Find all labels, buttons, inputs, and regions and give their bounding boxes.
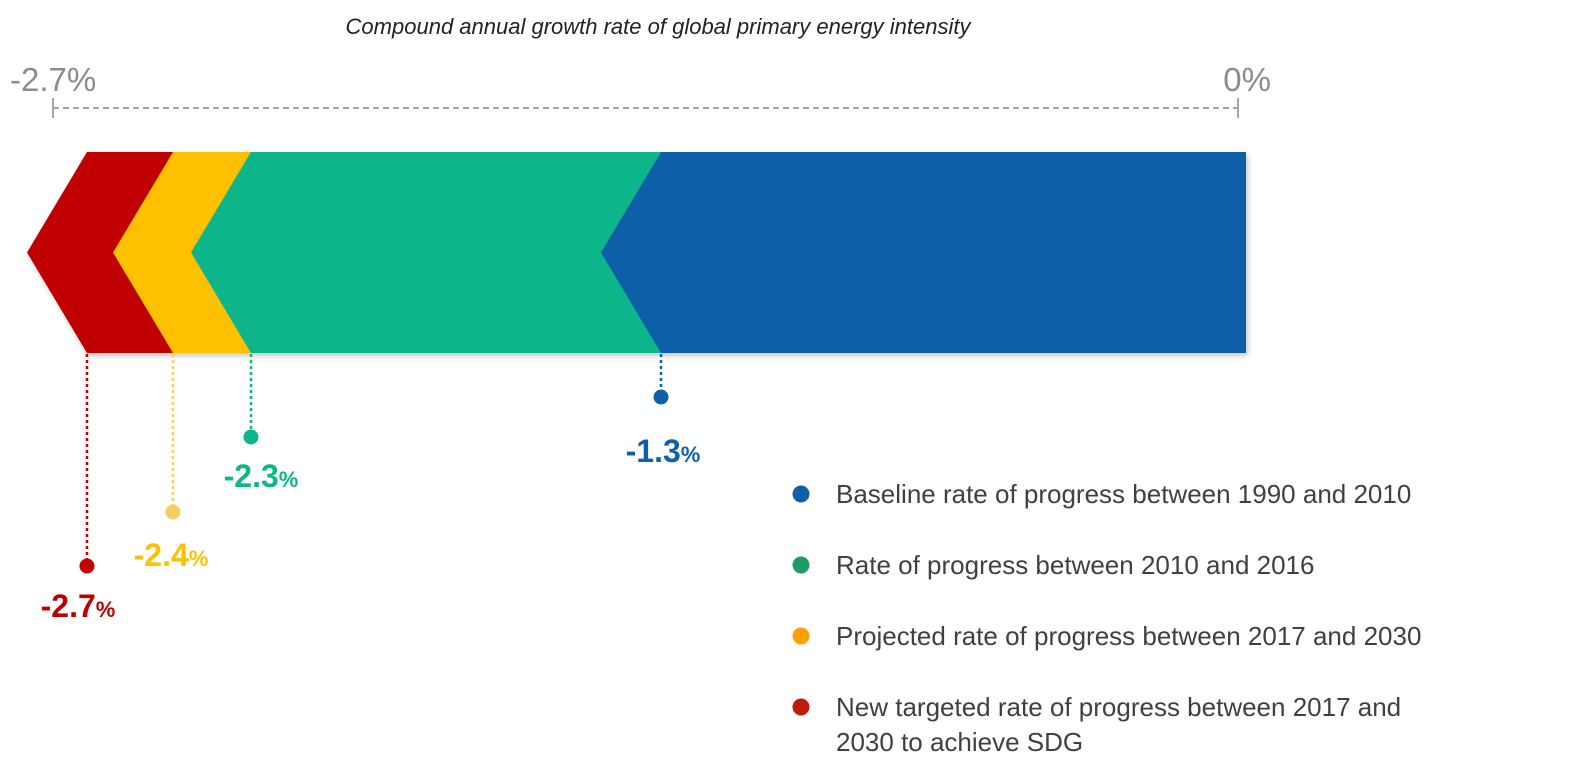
value-label-4: -2.7%	[41, 588, 116, 624]
legend-label-line: New targeted rate of progress between 20…	[836, 692, 1401, 722]
chart-title: Compound annual growth rate of global pr…	[346, 14, 973, 39]
axis-scale	[52, 98, 1239, 118]
value-number: -2.4	[134, 537, 189, 573]
value-label-2: -2.3%	[224, 458, 299, 494]
legend-item-3: Projected rate of progress between 2017 …	[792, 621, 1421, 651]
value-unit: %	[279, 467, 299, 492]
legend-label: New targeted rate of progress between 20…	[836, 692, 1401, 757]
chevron-bar-group	[27, 152, 1246, 353]
legend-label: Rate of progress between 2010 and 2016	[836, 550, 1314, 580]
value-number: -2.7	[41, 588, 96, 624]
legend-item-1: Baseline rate of progress between 1990 a…	[792, 479, 1411, 509]
marker-dot-3	[165, 504, 181, 520]
marker-dot-2	[243, 429, 259, 445]
legend-label: Projected rate of progress between 2017 …	[836, 621, 1421, 651]
chevron-segment-1	[601, 152, 1246, 353]
marker-dot-1	[653, 389, 669, 405]
value-number: -1.3	[626, 433, 681, 469]
legend-item-2: Rate of progress between 2010 and 2016	[792, 550, 1314, 580]
axis-min-label: -2.7%	[10, 61, 96, 98]
legend-marker	[792, 556, 810, 574]
legend: Baseline rate of progress between 1990 a…	[792, 479, 1421, 757]
value-label-3: -2.4%	[134, 537, 209, 573]
marker-dot-4	[79, 558, 95, 574]
value-unit: %	[96, 597, 116, 622]
legend-label: Baseline rate of progress between 1990 a…	[836, 479, 1411, 509]
value-label-1: -1.3%	[626, 433, 701, 469]
legend-label-line: Rate of progress between 2010 and 2016	[836, 550, 1314, 580]
value-markers: -1.3%-2.3%-2.4%-2.7%	[41, 354, 701, 624]
legend-label-line: Baseline rate of progress between 1990 a…	[836, 479, 1411, 509]
legend-label-line: 2030 to achieve SDG	[836, 727, 1083, 757]
legend-marker	[792, 627, 810, 645]
legend-marker	[792, 485, 810, 503]
value-number: -2.3	[224, 458, 279, 494]
legend-label-line: Projected rate of progress between 2017 …	[836, 621, 1421, 651]
legend-marker	[792, 698, 810, 716]
value-unit: %	[189, 546, 209, 571]
value-unit: %	[681, 442, 701, 467]
axis-max-label: 0%	[1223, 61, 1271, 98]
legend-item-4: New targeted rate of progress between 20…	[792, 692, 1401, 757]
